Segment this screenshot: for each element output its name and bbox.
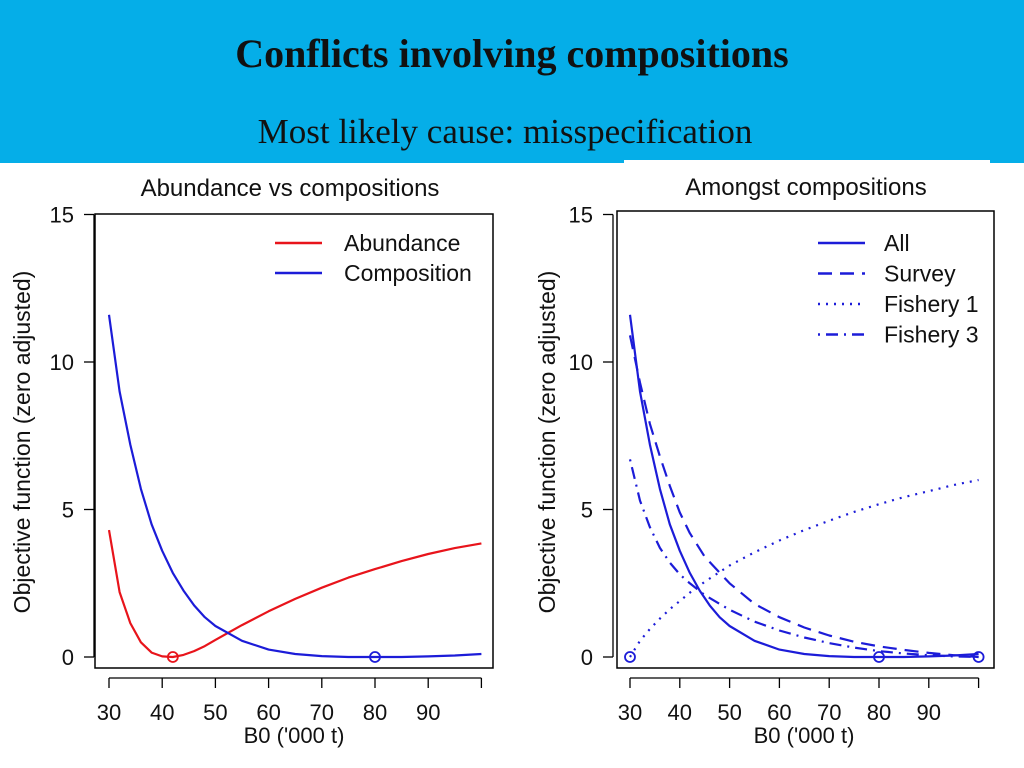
slide-title: Conflicts involving compositions <box>235 31 789 76</box>
minimum-marker <box>873 651 885 663</box>
y-tick-label: 0 <box>62 645 74 670</box>
x-tick-label: 80 <box>867 700 891 725</box>
legend-label: Fishery 3 <box>884 322 979 348</box>
x-tick-label: 30 <box>97 700 121 725</box>
x-tick-label: 60 <box>256 700 280 725</box>
x-axis-label: B0 ('000 t) <box>244 723 345 748</box>
y-axis-label: Objective function (zero adjusted) <box>9 271 35 614</box>
x-tick-label: 90 <box>416 700 440 725</box>
minimum-marker <box>624 651 636 663</box>
legend-label: Composition <box>344 260 472 286</box>
chart-title: Amongst compositions <box>685 174 926 201</box>
series-line-survey <box>628 335 979 659</box>
series-line-fishery-1 <box>629 478 979 658</box>
x-tick-label: 60 <box>767 700 791 725</box>
chart-abundance-vs-compositions: Abundance vs compositions 0 5 10 15 30 40 50 60 7… <box>9 175 494 748</box>
plot-frame <box>94 213 494 669</box>
series-line-fishery-3 <box>628 459 979 659</box>
y-axis-label: Objective function (zero adjusted) <box>534 271 560 614</box>
legend-label: All <box>884 230 910 256</box>
legend-label: Abundance <box>344 230 460 256</box>
series-line-composition <box>107 314 482 659</box>
x-tick-label: 50 <box>203 700 227 725</box>
x-tick-label: 50 <box>717 700 741 725</box>
y-tick-label: 10 <box>50 350 74 375</box>
minimum-marker <box>166 651 179 663</box>
x-tick-label: 90 <box>917 700 941 725</box>
legend-label: Fishery 1 <box>884 291 979 317</box>
y-tick-label: 15 <box>569 203 593 228</box>
x-tick-label: 30 <box>618 700 642 725</box>
y-tick-label: 5 <box>62 498 74 523</box>
chart-title: Abundance vs compositions <box>141 175 440 202</box>
x-tick-label: 40 <box>668 700 692 725</box>
x-tick-label: 40 <box>150 700 174 725</box>
y-tick-label: 10 <box>569 350 593 375</box>
slide-subtitle: Most likely cause: misspecification <box>257 112 753 151</box>
slide-header <box>0 0 1024 163</box>
x-tick-label: 70 <box>817 700 841 725</box>
series-line-all <box>628 314 979 659</box>
y-tick-label: 15 <box>50 203 74 228</box>
x-axis-label: B0 ('000 t) <box>754 723 855 748</box>
y-tick-label: 0 <box>581 645 593 670</box>
minimum-marker <box>369 651 381 663</box>
x-tick-label: 80 <box>363 700 387 725</box>
x-tick-label: 70 <box>310 700 334 725</box>
legend-label: Survey <box>884 261 956 287</box>
minimum-marker <box>972 651 985 663</box>
series-line-abundance <box>107 529 482 659</box>
header-notch <box>624 160 990 172</box>
y-tick-label: 5 <box>581 498 593 523</box>
plot-frame <box>616 210 995 669</box>
